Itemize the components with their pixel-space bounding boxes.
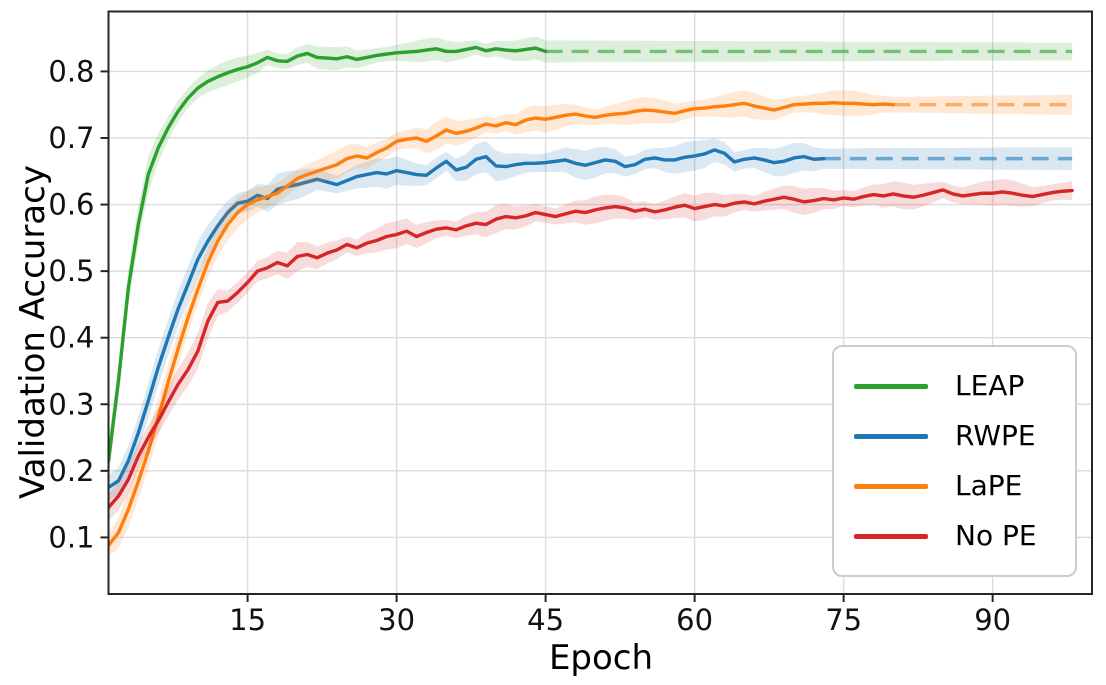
axis-ticks: 15 30 45 60 75 90 0.1 0.2 0.3 0.4 0.5 0.6 0.7 0.8 <box>48 54 1011 637</box>
x-tick-label: 75 <box>825 603 862 637</box>
series-line-leap <box>108 45 548 463</box>
legend-label-leap: LEAP <box>955 369 1025 402</box>
x-tick-label: 45 <box>527 603 564 637</box>
y-tick-label: 0.3 <box>48 387 94 421</box>
legend-label-no-pe: No PE <box>955 519 1037 552</box>
y-tick-label: 0.4 <box>48 321 94 355</box>
y-tick-label: 0.8 <box>48 54 94 88</box>
legend-label-rwpe: RWPE <box>955 419 1036 452</box>
y-tick-label: 0.1 <box>48 520 94 554</box>
legend-item-no-pe: No PE <box>854 514 1075 558</box>
series-line-rwpe <box>108 148 826 490</box>
y-axis-label: Validation Accuracy <box>13 165 53 499</box>
y-tick-label: 0.6 <box>48 188 94 222</box>
grid <box>108 11 1092 594</box>
legend-item-lape: LaPE <box>854 464 1075 508</box>
legend-swatch-rwpe <box>854 433 928 439</box>
legend-item-leap: LEAP <box>854 364 1075 408</box>
legend-item-rwpe: RWPE <box>854 414 1075 458</box>
x-axis-label: Epoch <box>548 638 654 678</box>
series-line-lape <box>108 101 896 548</box>
legend-swatch-leap <box>854 383 928 389</box>
legend-swatch-no-pe <box>854 533 928 539</box>
series-layer <box>108 36 1074 557</box>
y-tick-label: 0.7 <box>48 121 94 155</box>
legend: LEAP RWPE LaPE No PE <box>832 345 1077 577</box>
legend-swatch-lape <box>854 483 928 489</box>
x-tick-label: 90 <box>974 603 1011 637</box>
x-tick-label: 30 <box>378 603 415 637</box>
y-tick-label: 0.2 <box>48 454 94 488</box>
legend-label-lape: LaPE <box>955 469 1023 502</box>
plot-frame <box>107 10 1093 595</box>
confidence-band-leap <box>108 36 1073 479</box>
x-tick-label: 60 <box>676 603 713 637</box>
y-tick-label: 0.5 <box>48 254 94 288</box>
series-line-no-pe <box>108 188 1074 510</box>
x-tick-label: 15 <box>229 603 266 637</box>
